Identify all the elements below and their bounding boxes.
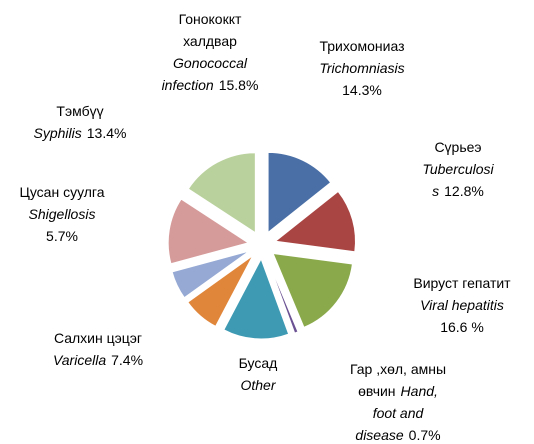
label-text: 12.8% bbox=[444, 183, 484, 199]
slice-label: Салхин цэцэг bbox=[54, 330, 142, 346]
label-text: Гонококкт bbox=[179, 11, 242, 27]
label-text: Салхин цэцэг bbox=[54, 330, 142, 346]
slice-label: Тэмбүү bbox=[56, 103, 103, 119]
label-text: 14.3% bbox=[342, 82, 382, 98]
label-en: disease bbox=[355, 427, 403, 443]
slice-label: Other bbox=[240, 377, 276, 393]
label-text: Бусад bbox=[239, 355, 278, 371]
label-text: Гар ,хөл, амны bbox=[350, 361, 446, 377]
slice-label: Сүрьеэ bbox=[434, 139, 481, 155]
slice-label: 16.6 % bbox=[440, 319, 484, 335]
slice-label: Гар ,хөл, амны bbox=[350, 361, 446, 377]
slice-label: Trichomniasis bbox=[319, 60, 404, 76]
slice-label: s 12.8% bbox=[432, 183, 484, 199]
label-en: foot and bbox=[373, 405, 425, 421]
pie-slice bbox=[274, 190, 356, 253]
label-text: 13.4% bbox=[87, 125, 127, 141]
label-en: Syphilis bbox=[34, 125, 82, 141]
label-text: халдвар bbox=[183, 33, 237, 49]
label-text: Цусан суулга bbox=[19, 184, 104, 200]
pie-slice bbox=[171, 250, 250, 299]
slice-label: халдвар bbox=[183, 33, 237, 49]
label-en: Other bbox=[240, 377, 276, 393]
slice-label: 5.7% bbox=[46, 228, 78, 244]
label-en: Tuberculosi bbox=[422, 161, 494, 177]
slice-label: Syphilis 13.4% bbox=[34, 125, 127, 141]
label-text: 16.6 % bbox=[440, 319, 484, 335]
pie-slice bbox=[167, 198, 250, 265]
slice-label: disease 0.7% bbox=[355, 427, 440, 443]
slice-label: Бусад bbox=[239, 355, 278, 371]
label-en: Hand, bbox=[401, 383, 438, 399]
slice-label: Цусан суулга bbox=[19, 184, 104, 200]
slice-label: Вируст гепатит bbox=[413, 275, 511, 291]
slice-label: Varicella 7.4% bbox=[53, 352, 143, 368]
label-text: Сүрьеэ bbox=[434, 139, 481, 155]
pie-slice bbox=[266, 257, 299, 334]
label-en: Viral hepatitis bbox=[420, 297, 504, 313]
label-text: Тэмбүү bbox=[56, 103, 103, 119]
pie-slice bbox=[187, 152, 256, 234]
slice-label: Трихомониаз bbox=[319, 38, 404, 54]
label-text: 15.8% bbox=[219, 77, 259, 93]
slice-label: infection 15.8% bbox=[162, 77, 259, 93]
pie-slice bbox=[272, 252, 353, 328]
pie-slice bbox=[223, 257, 290, 340]
slice-label: Tuberculosi bbox=[422, 161, 494, 177]
label-en: infection bbox=[162, 77, 214, 93]
label-text: 7.4% bbox=[111, 352, 143, 368]
pie-slice bbox=[267, 151, 332, 234]
label-text: өвчин bbox=[358, 383, 395, 399]
label-en: Varicella bbox=[53, 352, 106, 368]
label-en: s bbox=[432, 183, 439, 199]
slice-label: Gonococcal bbox=[173, 55, 248, 71]
slice-label: Shigellosis bbox=[29, 206, 96, 222]
slice-label: Viral hepatitis bbox=[420, 297, 504, 313]
label-text: Вируст гепатит bbox=[413, 275, 511, 291]
slice-label: Гонококкт bbox=[179, 11, 242, 27]
pie-slice bbox=[187, 255, 254, 328]
slice-label: 14.3% bbox=[342, 82, 382, 98]
label-text: 5.7% bbox=[46, 228, 78, 244]
slice-label: өвчин Hand, bbox=[358, 383, 438, 399]
label-en: Trichomniasis bbox=[319, 60, 404, 76]
label-en: Shigellosis bbox=[29, 206, 96, 222]
label-en: Gonococcal bbox=[173, 55, 248, 71]
label-text: 0.7% bbox=[409, 427, 441, 443]
label-text: Трихомониаз bbox=[319, 38, 404, 54]
slice-label: foot and bbox=[373, 405, 425, 421]
